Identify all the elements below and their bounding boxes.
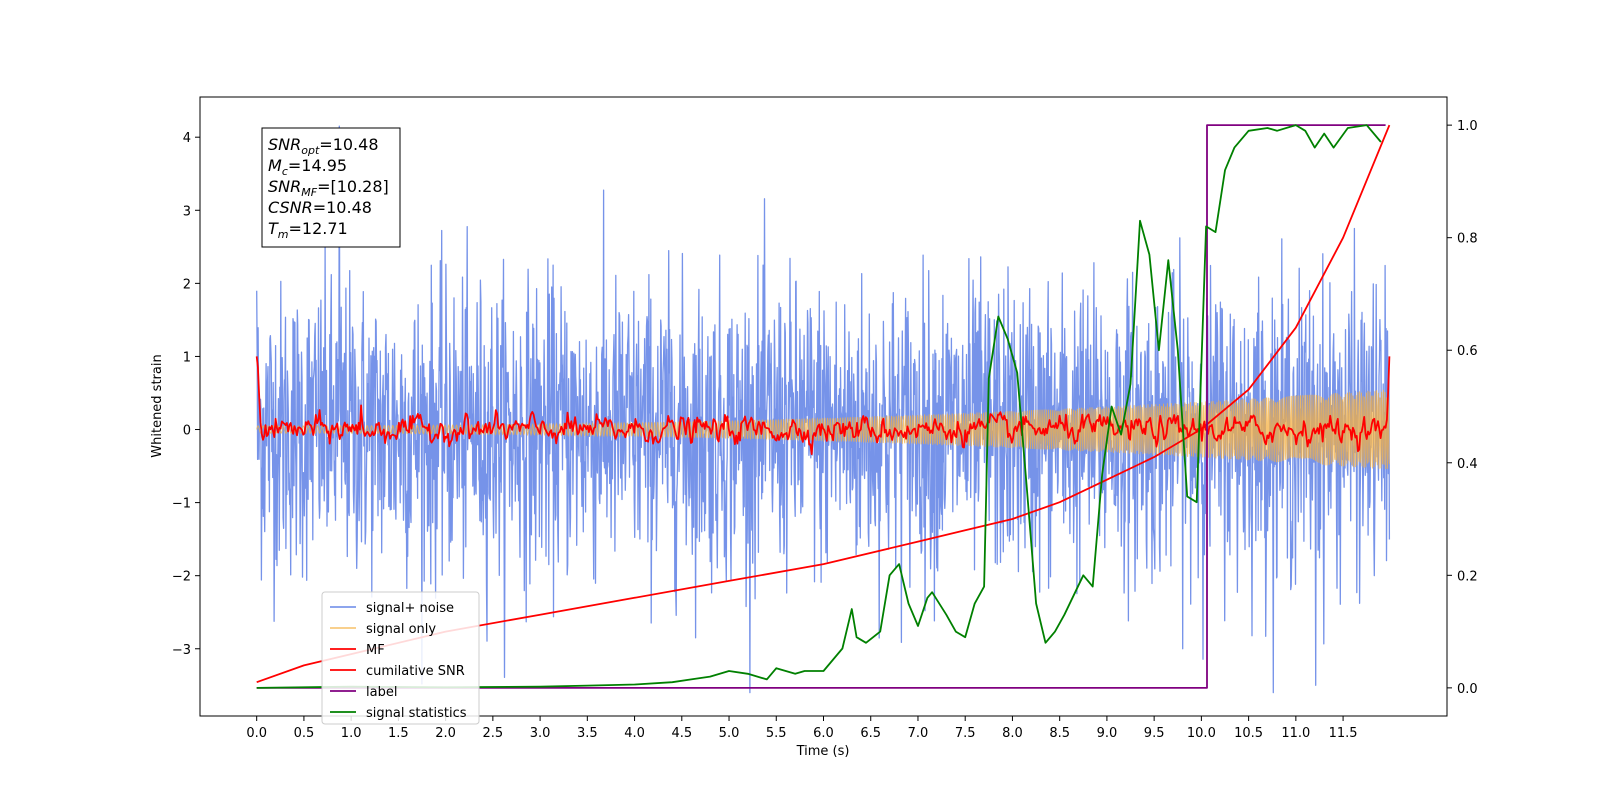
x-tick-label: 1.5 xyxy=(388,726,409,741)
y-right-tick-label: 0.6 xyxy=(1457,344,1478,359)
x-tick-label: 9.5 xyxy=(1144,726,1165,741)
x-tick-label: 7.5 xyxy=(955,726,976,741)
annotation-line: SNRMF=[10.28] xyxy=(268,177,389,199)
annotation-value: =[10.28] xyxy=(317,177,389,196)
annotation-subscript: MF xyxy=(301,186,317,199)
y-tick-label: 2 xyxy=(183,277,191,292)
y-tick-label: 0 xyxy=(183,424,191,439)
annotation-frame xyxy=(261,127,401,248)
x-tick-label: 5.5 xyxy=(766,726,787,741)
y-right-tick-label: 1.0 xyxy=(1457,119,1478,134)
y-axis-right: 0.0 0.2 0.4 0.6 0.8 1.0 xyxy=(1447,119,1478,697)
annotation-line: Tm=12.71 xyxy=(268,219,348,241)
y-tick-label: −1 xyxy=(172,497,191,512)
annotation-symbol: M xyxy=(268,156,282,175)
annotation-symbol: T xyxy=(268,219,279,238)
x-tick-label: 2.0 xyxy=(435,726,456,741)
x-tick-label: 5.0 xyxy=(719,726,740,741)
y-tick-label: −2 xyxy=(172,570,191,585)
x-tick-label: 10.0 xyxy=(1187,726,1216,741)
annotation-symbol: SNR xyxy=(268,177,301,196)
x-tick-label: 1.0 xyxy=(341,726,362,741)
y-tick-label: 1 xyxy=(183,350,191,365)
x-tick-label: 7.0 xyxy=(908,726,929,741)
annotation-value: =14.95 xyxy=(288,156,347,175)
y-axis-left: −3 −2 −1 0 1 2 3 4 xyxy=(172,131,200,658)
legend-label-cumilative-snr: cumilative SNR xyxy=(366,664,465,679)
y-right-tick-label: 0.4 xyxy=(1457,457,1478,472)
x-tick-label: 11.0 xyxy=(1281,726,1310,741)
x-tick-label: 2.5 xyxy=(483,726,504,741)
x-tick-label: 11.5 xyxy=(1329,726,1358,741)
annotation-subscript: c xyxy=(282,165,288,178)
stats-annotation-box: SNRopt=10.48Mc=14.95SNRMF=[10.28]CSNR=10… xyxy=(261,127,401,248)
annotation-value: =10.48 xyxy=(319,135,378,154)
x-tick-label: 6.5 xyxy=(860,726,881,741)
annotation-line: CSNR=10.48 xyxy=(268,198,372,217)
series-mf-line xyxy=(255,356,1391,455)
x-tick-label: 10.5 xyxy=(1234,726,1263,741)
legend-label-mf: MF xyxy=(366,643,385,658)
legend: signal+ noise signal only MF cumilative SNR… xyxy=(321,591,480,725)
legend-label-signal-noise: signal+ noise xyxy=(366,601,454,616)
x-tick-label: 3.5 xyxy=(577,726,598,741)
x-axis-title: Time (s) xyxy=(796,744,850,759)
y-axis-title: Whitened strain xyxy=(150,354,165,457)
y-tick-label: −3 xyxy=(172,643,191,658)
series-signal-only-line xyxy=(256,389,1390,470)
y-right-tick-label: 0.2 xyxy=(1457,569,1478,584)
x-tick-label: 4.5 xyxy=(671,726,692,741)
annotation-value: =10.48 xyxy=(313,198,372,217)
legend-label-signal-statistics: signal statistics xyxy=(366,706,467,721)
x-tick-label: 9.0 xyxy=(1097,726,1118,741)
x-tick-label: 3.0 xyxy=(530,726,551,741)
x-tick-label: 8.0 xyxy=(1002,726,1023,741)
legend-frame xyxy=(321,591,480,725)
series-signal-statistics-line xyxy=(256,124,1382,689)
legend-label-label: label xyxy=(366,685,397,700)
x-tick-label: 6.0 xyxy=(813,726,834,741)
annotation-symbol: CSNR xyxy=(268,198,313,217)
legend-label-signal-only: signal only xyxy=(366,622,436,637)
x-tick-label: 0.5 xyxy=(294,726,315,741)
y-tick-label: 4 xyxy=(183,131,191,146)
annotation-subscript: opt xyxy=(301,144,320,157)
annotation-value: =12.71 xyxy=(289,219,348,238)
annotation-line: Mc=14.95 xyxy=(268,156,347,178)
y-tick-label: 3 xyxy=(183,204,191,219)
x-tick-label: 0.0 xyxy=(246,726,267,741)
annotation-subscript: m xyxy=(278,228,289,241)
y-right-tick-label: 0.8 xyxy=(1457,232,1478,247)
annotation-line: SNRopt=10.48 xyxy=(268,135,379,157)
x-tick-label: 4.0 xyxy=(624,726,645,741)
x-tick-label: 8.5 xyxy=(1049,726,1070,741)
x-axis: 0.0 0.5 1.0 1.5 2.0 2.5 3.0 3.5 4.0 4.5 5.0 5.5 6.0 6… xyxy=(246,716,1358,741)
annotation-symbol: SNR xyxy=(268,135,301,154)
y-right-tick-label: 0.0 xyxy=(1457,682,1478,697)
